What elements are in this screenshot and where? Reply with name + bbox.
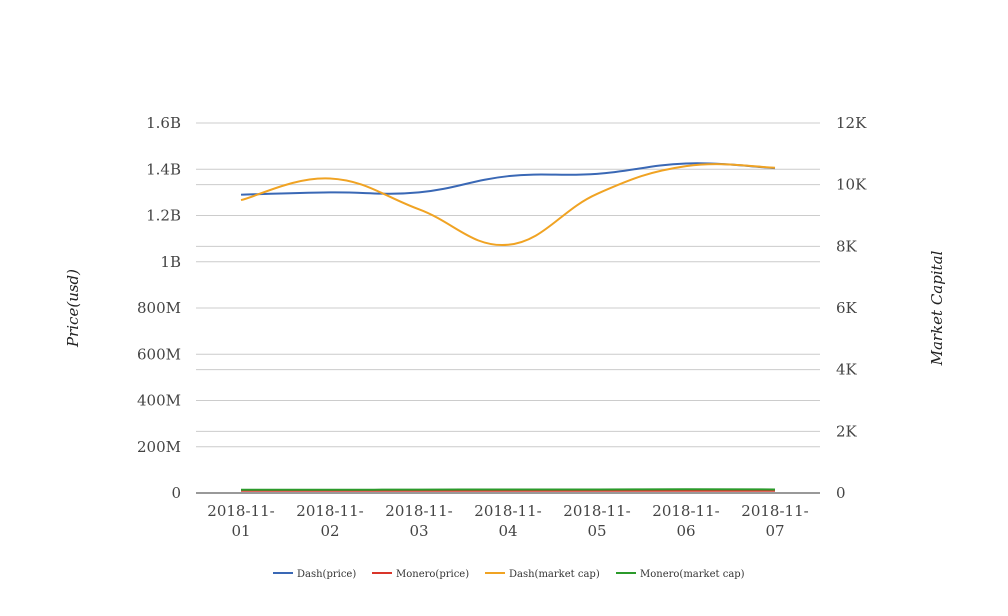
x-tick-label: 2018-11-06 [652, 502, 719, 540]
left-tick-label: 400M [137, 392, 181, 410]
x-axis-ticks: 2018-11-01 2018-11-02 2018-11-03 2018-11-04… [207, 502, 808, 540]
left-tick-label: 0 [171, 484, 181, 502]
series-lines [240, 162, 776, 492]
right-tick-label: 2K [836, 422, 858, 440]
x-tick-label: 2018-11-02 [296, 502, 363, 540]
x-tick-label: 2018-11-07 [741, 502, 808, 540]
legend: Dash(price) Monero(price) Dash(market cap)… [273, 569, 745, 580]
right-tick-label: 10K [836, 176, 867, 194]
series-line-dash-market-cap [240, 163, 776, 246]
left-tick-label: 200M [137, 438, 181, 456]
left-tick-label: 1.2B [146, 207, 181, 225]
right-axis-ticks: 0 2K 4K 6K 8K 10K 12K [836, 114, 867, 502]
right-tick-label: 6K [836, 299, 858, 317]
left-tick-label: 1.6B [146, 114, 181, 132]
legend-label-dash-price: Dash(price) [297, 569, 356, 580]
x-tick-label: 2018-11-04 [474, 502, 541, 540]
right-tick-label: 12K [836, 114, 867, 132]
left-axis-title: Price(usd) [64, 269, 82, 348]
legend-label-monero-market-cap: Monero(market cap) [640, 569, 745, 580]
grid-lines [196, 122, 820, 448]
right-axis-title: Market Capital [928, 250, 946, 366]
right-tick-label: 4K [836, 361, 858, 379]
left-tick-label: 1.4B [146, 160, 181, 178]
left-tick-label: 800M [137, 299, 181, 317]
x-tick-label: 2018-11-01 [207, 502, 274, 540]
right-tick-label: 0 [836, 484, 846, 502]
legend-label-dash-market-cap: Dash(market cap) [509, 569, 600, 580]
x-tick-label: 2018-11-05 [563, 502, 630, 540]
left-axis-ticks: 0 200M 400M 600M 800M 1B 1.2B 1.4B 1.6B [137, 114, 181, 502]
series-line-dash-price [240, 162, 776, 196]
left-tick-label: 1B [160, 253, 181, 271]
left-tick-label: 600M [137, 345, 181, 363]
legend-label-monero-price: Monero(price) [396, 569, 469, 580]
right-tick-label: 8K [836, 237, 858, 255]
x-tick-label: 2018-11-03 [385, 502, 452, 540]
